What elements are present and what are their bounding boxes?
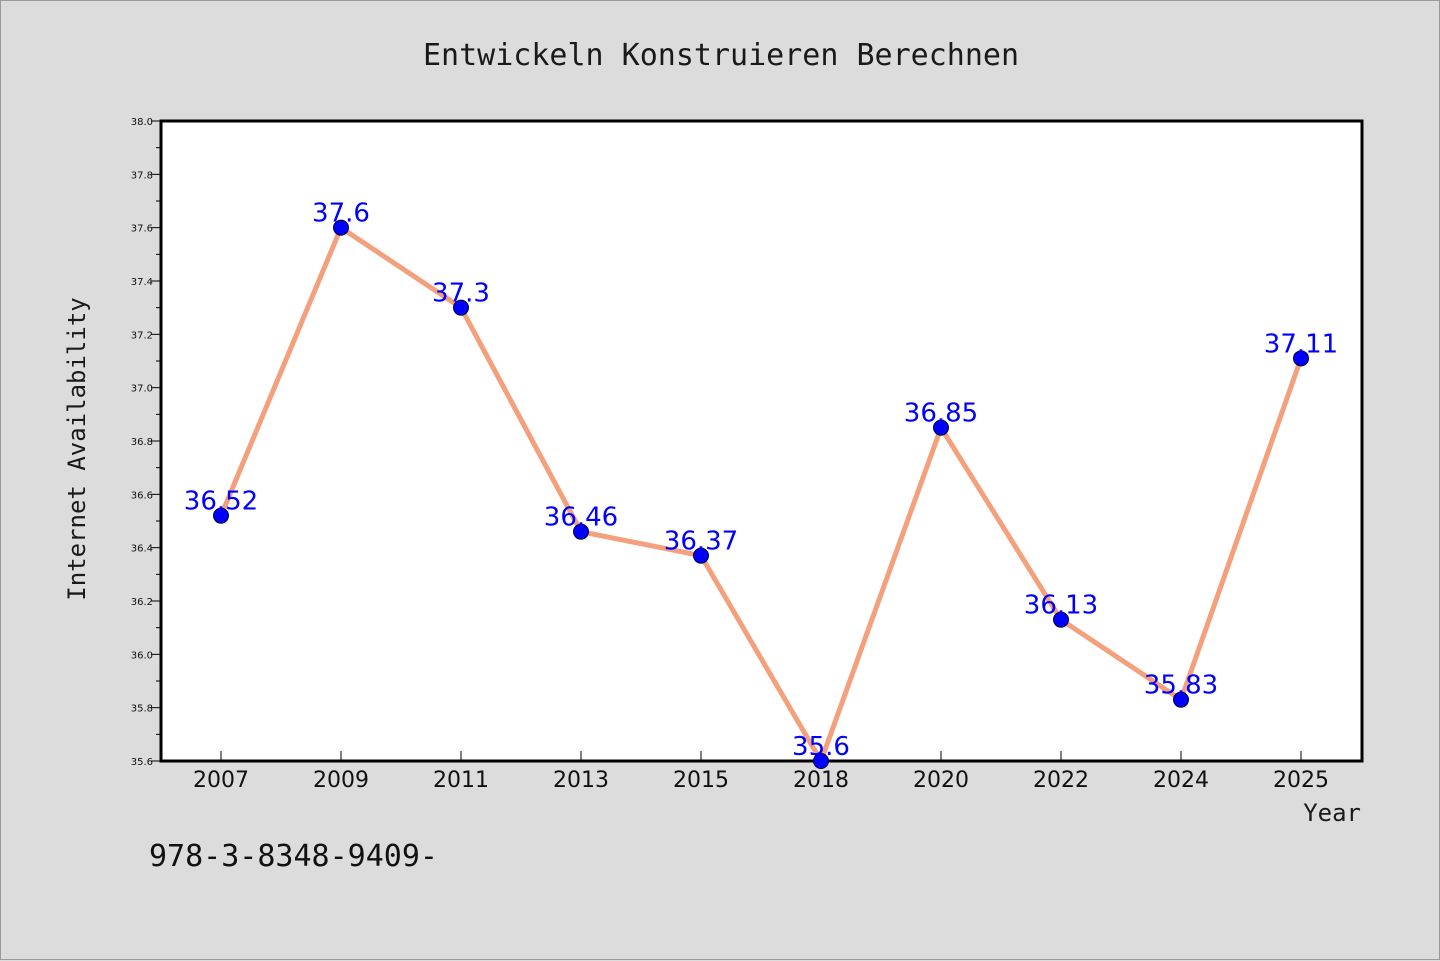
x-tick-label: 2022 [1033,768,1089,793]
y-tick-label: 36.8 [131,437,153,448]
x-tick-label: 2007 [193,768,249,793]
y-tick-label: 37.0 [131,384,153,395]
data-point [213,507,229,524]
data-point [933,419,949,436]
x-tick-label: 2018 [793,768,849,793]
y-tick-label: 36.4 [131,544,153,555]
y-tick-label: 35.8 [131,704,153,715]
y-tick-label: 36.0 [131,650,153,661]
y-tick-label: 36.6 [131,490,153,501]
x-tick-label: 2009 [313,768,369,793]
data-label: 36.37 [664,527,738,557]
series-markers [213,219,1309,769]
y-axis: 35.6 35.8 36.0 36.2 36.4 36.6 36.8 37.0 37.2 37.4… [131,117,161,768]
data-label: 37.11 [1264,329,1338,359]
data-label: 36.46 [544,503,618,533]
y-axis-label: Internet Availability [63,297,91,600]
y-tick-label: 37.8 [131,170,153,181]
x-tick-label: 2020 [913,768,969,793]
y-tick-label: 37.4 [131,277,153,288]
y-tick-label: 36.2 [131,597,153,608]
x-tick-label: 2024 [1153,768,1209,793]
series-line-path [218,225,1304,764]
data-labels: 36.52 37.6 37.3 36.46 36.37 35.6 36.85 36.13 35.… [184,199,1338,762]
x-tick-label: 2013 [553,768,609,793]
x-tick-label: 2025 [1273,768,1329,793]
data-label: 35.6 [792,732,850,762]
x-tick-label: 2015 [673,768,729,793]
data-label: 36.52 [184,487,258,517]
x-tick-label: 2011 [433,768,489,793]
isbn-text: 978-3-8348-9409- [149,839,438,874]
data-label: 37.3 [432,279,490,309]
data-point [333,219,349,236]
data-label: 35.83 [1144,671,1218,701]
series-line [218,225,1304,764]
data-point [1173,691,1189,708]
data-label: 37.6 [312,199,370,229]
data-point [813,753,829,769]
y-tick-label: 38.0 [131,117,153,128]
chart-title: Entwickeln Konstruieren Berechnen [423,38,1019,73]
y-tick-label: 37.2 [131,330,153,341]
data-point [1293,350,1309,367]
y-tick-label: 37.6 [131,224,153,235]
x-axis-label: Year [1303,799,1361,827]
y-tick-label: 35.6 [131,757,153,768]
data-point [1053,611,1069,628]
x-axis: 2007 2009 2011 2013 2015 2018 2020 2022 2024 2025 [193,751,1329,793]
data-label: 36.13 [1024,591,1098,621]
data-label: 36.85 [904,399,978,429]
data-point [453,299,469,316]
data-point [573,523,589,540]
data-point [693,547,709,564]
